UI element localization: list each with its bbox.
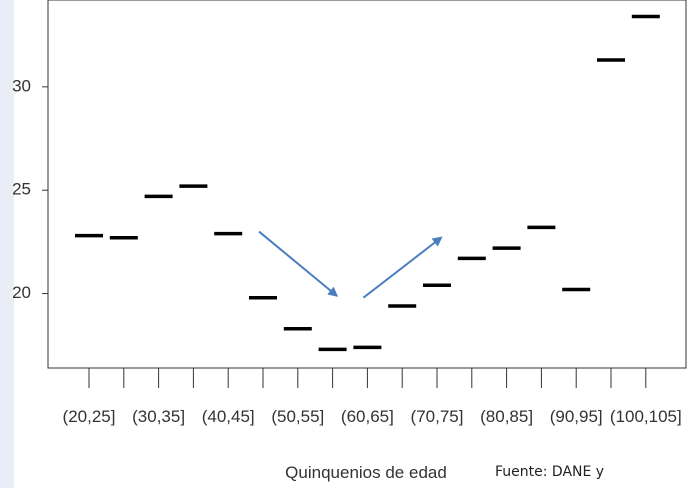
left-margin-strip bbox=[0, 0, 14, 488]
x-axis: (20,25] (30,35] (40,45] (50,55] (60,65] (70,7… bbox=[63, 368, 682, 426]
y-tick-label: 20 bbox=[12, 283, 31, 302]
data-marks bbox=[75, 14, 660, 352]
y-axis: 20 25 30 bbox=[12, 76, 48, 302]
y-tick-label: 25 bbox=[12, 180, 31, 199]
x-tick-label: (30,35] bbox=[132, 407, 185, 426]
plot-frame bbox=[47, 0, 687, 369]
trend-arrow-up-right bbox=[362, 236, 443, 299]
x-tick-label: (80,85] bbox=[480, 407, 533, 426]
source-footnote: Fuente: DANE y bbox=[495, 464, 604, 480]
trend-arrows bbox=[258, 230, 443, 299]
x-tick-label: (60,65] bbox=[341, 407, 394, 426]
trend-arrow-down-right bbox=[258, 230, 339, 297]
x-tick-label: (70,75] bbox=[411, 407, 464, 426]
y-tick-label: 30 bbox=[12, 76, 31, 95]
x-tick-label: (20,25] bbox=[63, 407, 116, 426]
x-tick-label: (90,95] bbox=[550, 407, 603, 426]
x-axis-title: Quinquenios de edad bbox=[285, 463, 447, 482]
x-tick-label: (50,55] bbox=[271, 407, 324, 426]
chart-panel bbox=[14, 0, 692, 488]
x-tick-label: (100,105] bbox=[610, 407, 682, 426]
x-tick-label: (40,45] bbox=[202, 407, 255, 426]
